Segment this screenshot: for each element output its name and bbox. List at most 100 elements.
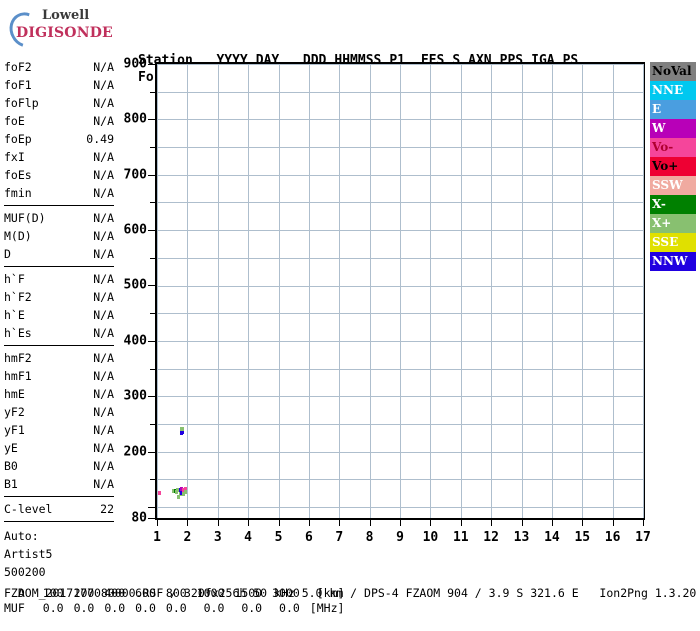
legend-item-x-[interactable]: X- [650,195,696,214]
legend-item-x-[interactable]: X+ [650,214,696,233]
x-axis-tick [643,520,644,526]
param-value: N/A [93,186,114,200]
x-axis-label: 3 [213,530,222,545]
d-row-unit: [km] [316,586,345,600]
param-row-fof1: foF1 N/A [4,76,114,94]
gridline-vertical [308,64,310,518]
gridline-horizontal [157,423,643,425]
x-axis-label: 4 [244,530,253,545]
param-key: yF2 [4,405,25,419]
y-axis-tick-minor [150,423,155,425]
param-divider [4,266,114,267]
legend-item-nnw[interactable]: NNW [650,252,696,271]
param-row-yf1: yF1 N/A [4,421,114,439]
d-row-label: D [17,586,25,600]
gridline-horizontal [157,174,643,176]
legend-item-ssw[interactable]: SSW [650,176,696,195]
d-distance-value: 100 [42,586,64,600]
gridline-vertical [400,64,401,518]
param-value: N/A [93,211,114,225]
echo-point [180,430,184,435]
param-row-hmf2: hmF2 N/A [4,349,114,367]
legend-item-e[interactable]: E [650,100,696,119]
echo-point [183,490,187,494]
y-axis-label: 400 [123,333,147,349]
y-axis-label: 300 [123,388,147,404]
x-axis-label: 6 [304,530,313,545]
param-row-foep: foEp 0.49 [4,130,114,148]
param-key: M(D) [4,229,32,243]
x-axis-tick [612,520,614,526]
gridline-horizontal [157,368,643,370]
legend-item-nne[interactable]: NNE [650,81,696,100]
param-key: h`Es [4,326,32,340]
param-key: hmF1 [4,369,32,383]
param-row-hmf1: hmF1 N/A [4,367,114,385]
param-key: h`E [4,308,25,322]
d-distance-value: 600 [135,586,156,600]
muf-value: 0.0 [203,601,225,615]
param-key: foF2 [4,60,32,74]
x-axis-tick [187,520,189,526]
y-axis-tick-major [148,230,155,232]
legend-item-vo-[interactable]: Vo+ [650,157,696,176]
legend-item-sse[interactable]: SSE [650,233,696,252]
echo-point [183,486,187,491]
muf-row: MUF 0.0 0.0 0.0 0.0 0.0 0.0 0.0 0.0 [MHz] [4,601,344,616]
gridline-vertical [217,64,219,518]
param-row-fxi: fxI N/A [4,148,114,166]
echo-point [182,488,186,493]
x-axis-label: 9 [396,530,404,545]
x-axis-label: 11 [452,530,469,545]
param-key: C-level [4,502,53,516]
x-axis-tick [308,520,310,526]
y-axis-tick-major [148,285,155,287]
param-value: N/A [93,272,114,286]
param-value: N/A [93,459,114,473]
y-axis-label: 200 [123,444,147,460]
echo-point [157,490,161,495]
x-axis-tick [157,520,158,526]
gridline-horizontal [157,91,643,93]
param-row-yf2: yF2 N/A [4,403,114,421]
gridline-horizontal [157,64,643,65]
legend-item-w[interactable]: W [650,119,696,138]
d-distance-value: 800 [165,586,187,600]
ionogram-plot-area[interactable] [155,62,645,520]
x-axis-label: 8 [365,530,374,545]
param-row-ye: yE N/A [4,439,114,457]
auto-code: 500200 [4,565,46,579]
header-col-s: S [452,53,461,68]
gridline-vertical [187,64,189,518]
x-axis-label: 5 [274,530,283,545]
gridline-horizontal [157,479,643,481]
param-row-h-f2: h`F2 N/A [4,288,114,306]
param-value: N/A [93,423,114,437]
x-axis-label: 10 [422,530,439,545]
echo-point [180,490,184,495]
x-axis-tick [430,520,432,526]
param-value: 22 [100,502,114,516]
x-axis-tick [400,520,401,526]
param-row-b1: B1 N/A [4,475,114,493]
echo-point [174,490,178,494]
gridline-horizontal [157,202,643,204]
param-value: N/A [93,60,114,74]
y-axis-tick-major [148,174,155,176]
y-axis-tick-minor [150,313,155,315]
param-value: N/A [93,477,114,491]
legend-item-noval[interactable]: NoVal [650,62,696,81]
plot-gridlines [157,64,644,518]
y-axis-label: 900 [123,56,147,72]
param-divider [4,205,114,206]
echo-point [182,491,186,496]
gridline-horizontal [157,451,643,453]
param-divider [4,345,114,346]
param-row-fmin: fmin N/A [4,184,114,202]
legend-item-vo-[interactable]: Vo- [650,138,696,157]
param-row-muf-d-: MUF(D) N/A [4,209,114,227]
x-axis-tick [491,520,493,526]
polarization-legend: NoVal NNE E W Vo- Vo+ SSW X- X+ SSE NNW [650,62,696,271]
param-value: 0.49 [86,132,114,146]
x-axis-label: 14 [544,530,560,545]
